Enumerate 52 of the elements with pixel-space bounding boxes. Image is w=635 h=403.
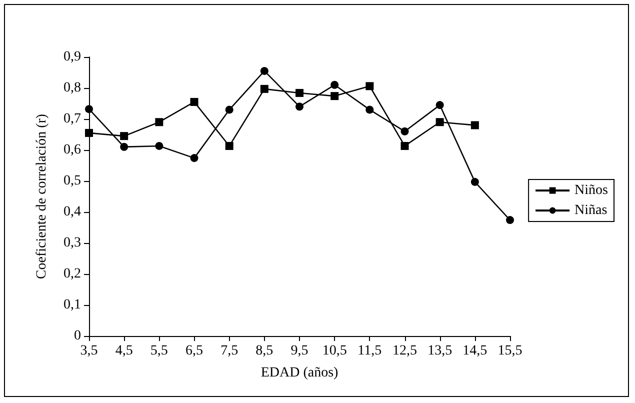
y-tick-label: 0,9 — [64, 50, 81, 64]
y-tick-label: 0,2 — [64, 266, 81, 282]
point — [330, 80, 339, 89]
point — [85, 105, 93, 114]
point — [260, 84, 268, 93]
x-tick-label: 10,5 — [322, 344, 347, 358]
point — [260, 66, 268, 75]
x-tick-label: 14,5 — [462, 344, 488, 358]
y-tick-label: 0,6 — [64, 142, 81, 158]
y-tick-label: 0,3 — [64, 236, 81, 250]
y-tick-label: 0,5 — [64, 174, 81, 188]
x-tick-label: 13,5 — [428, 344, 452, 358]
y-tick-label: 0 — [74, 328, 81, 344]
point — [120, 132, 128, 140]
point — [85, 128, 93, 137]
point — [190, 98, 198, 106]
point — [225, 142, 234, 150]
x-tick-label: 9,5 — [290, 344, 308, 358]
point — [366, 106, 374, 114]
point — [366, 82, 374, 90]
legend-label: Niñas — [574, 203, 608, 218]
point — [155, 142, 164, 150]
point — [296, 88, 304, 97]
point — [296, 102, 304, 111]
point — [470, 178, 479, 186]
y-tick-label: 0,4 — [64, 204, 81, 220]
point — [470, 121, 479, 130]
point — [400, 142, 409, 150]
y-axis-title: Coeficiente de correlación (r) — [34, 114, 50, 280]
y-tick-label: 0,1 — [64, 298, 81, 312]
x-axis-title: EDAD (años) — [260, 366, 339, 380]
y-tick-label: 0,8 — [64, 80, 81, 96]
x-tick-label: 4,5 — [115, 344, 133, 358]
point — [190, 154, 198, 162]
x-tick-label: 5,5 — [150, 344, 168, 358]
point — [225, 106, 234, 114]
point — [330, 92, 339, 100]
x-tick-label: 15,5 — [498, 344, 522, 358]
point — [400, 127, 409, 136]
x-tick-label: 6,5 — [186, 344, 203, 358]
point — [436, 118, 444, 126]
point — [506, 216, 514, 224]
point — [436, 101, 444, 110]
point — [155, 118, 164, 126]
point — [120, 142, 128, 151]
x-tick-label: 11,5 — [358, 344, 382, 358]
legend-label: Niños — [574, 183, 608, 198]
x-tick-label: 12,5 — [392, 344, 417, 358]
x-tick-label: 7,5 — [220, 344, 238, 358]
x-tick-label: 3,5 — [80, 344, 98, 358]
x-tick-label: 8,5 — [256, 344, 274, 358]
y-tick-label: 0,7 — [64, 112, 81, 126]
